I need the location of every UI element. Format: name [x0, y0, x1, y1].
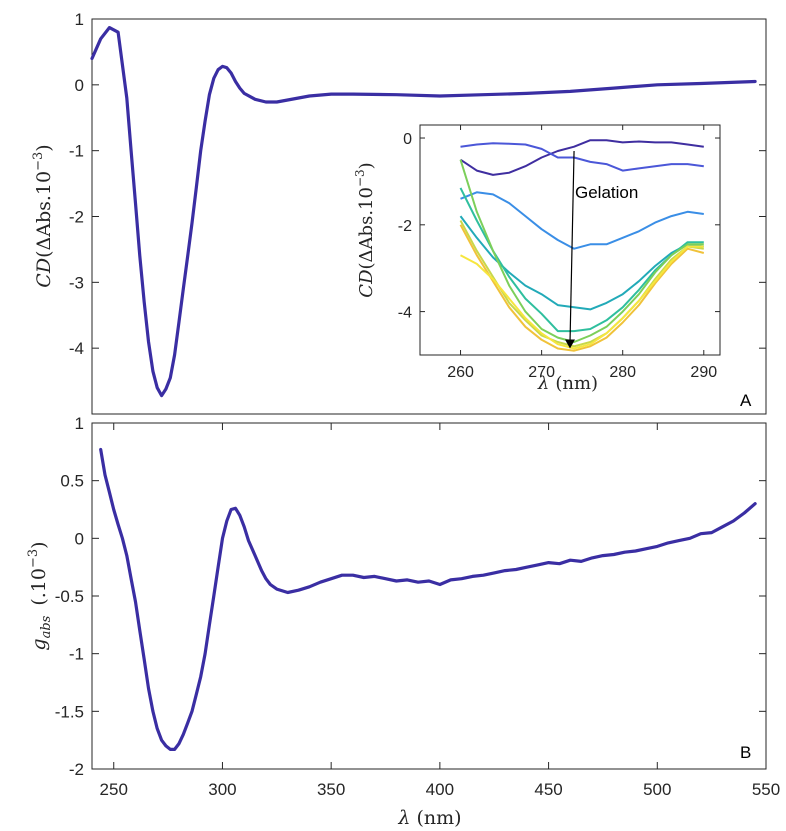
- panel-b-x-axis-label: λ (nm): [397, 807, 461, 829]
- y-tick-label: -2: [398, 218, 412, 235]
- inset-y-axis-label: CD(ΔAbs.10−3): [353, 162, 377, 297]
- panel-b: 10.50-0.5-1-1.5-2 250 300 350 400 450 500 550 …: [26, 414, 780, 829]
- inset-series-line: [460, 142, 704, 172]
- y-tick-label: -2: [69, 208, 84, 227]
- y-tick-label: -4: [398, 305, 412, 322]
- x-tick-label: 350: [317, 780, 345, 799]
- x-tick-label: 550: [752, 780, 780, 799]
- inset-series-line: [460, 245, 704, 350]
- inset-y-axis: 0 -2 -4: [398, 131, 720, 322]
- panel-a-y-axis: 1 0 -1 -2 -3 -4: [69, 10, 766, 358]
- panel-b-y-axis-label: gabs(.10−3): [26, 541, 54, 650]
- y-tick-label: 1: [75, 10, 84, 29]
- x-tick-label: 500: [643, 780, 671, 799]
- y-tick-label: 0: [403, 131, 412, 148]
- gelation-label: Gelation: [575, 183, 638, 202]
- x-tick-label: 260: [447, 364, 474, 381]
- panel-b-gabs-curve: [99, 447, 757, 751]
- y-tick-label: 0: [75, 529, 84, 548]
- inset-x-axis: 260 270 280 290: [447, 125, 717, 381]
- y-tick-label: -1: [69, 142, 84, 161]
- y-tick-label: -4: [69, 339, 84, 358]
- y-tick-label: -1.5: [55, 702, 84, 721]
- inset-x-axis-label: λ (nm): [537, 373, 598, 394]
- panel-b-label: B: [740, 743, 751, 762]
- y-tick-label: 0: [75, 76, 84, 95]
- y-tick-label: 0.5: [60, 472, 84, 491]
- inset-series-line: [459, 159, 704, 343]
- inset-series-line: [459, 224, 705, 352]
- panel-a-y-axis-label: CD(ΔAbs.10−3): [31, 144, 55, 287]
- inset-series-line: [459, 139, 704, 176]
- y-tick-label: -1: [69, 645, 84, 664]
- panel-b-y-axis: 1 0.5 0 -0.5 -1 -1.5 -2: [55, 414, 766, 779]
- x-tick-label: 290: [690, 364, 717, 381]
- x-tick-label: 250: [100, 780, 128, 799]
- y-tick-label: -3: [69, 273, 84, 292]
- inset-series-line: [460, 191, 704, 250]
- gelation-arrow: [569, 151, 575, 343]
- inset-chart: 0 -2 -4 260 270 280 290 Gelation CD(ΔAbs.10−3…: [353, 124, 721, 394]
- x-tick-label: 270: [528, 364, 555, 381]
- x-tick-label: 450: [534, 780, 562, 799]
- y-tick-label: -2: [69, 760, 84, 779]
- x-tick-label: 400: [426, 780, 454, 799]
- x-tick-label: 300: [208, 780, 236, 799]
- gelation-arrowhead: [565, 339, 575, 349]
- y-tick-label: -0.5: [55, 587, 84, 606]
- panel-b-x-axis: 250 300 350 400 450 500 550: [100, 423, 780, 799]
- panel-a-cd-curve: [90, 26, 757, 398]
- y-tick-label: 1: [75, 414, 84, 433]
- panel-b-frame: [91, 422, 767, 770]
- panel-a-label: A: [740, 391, 752, 410]
- gelation-annotation: Gelation: [565, 151, 638, 349]
- inset-series-group: [459, 139, 705, 352]
- x-tick-label: 280: [609, 364, 636, 381]
